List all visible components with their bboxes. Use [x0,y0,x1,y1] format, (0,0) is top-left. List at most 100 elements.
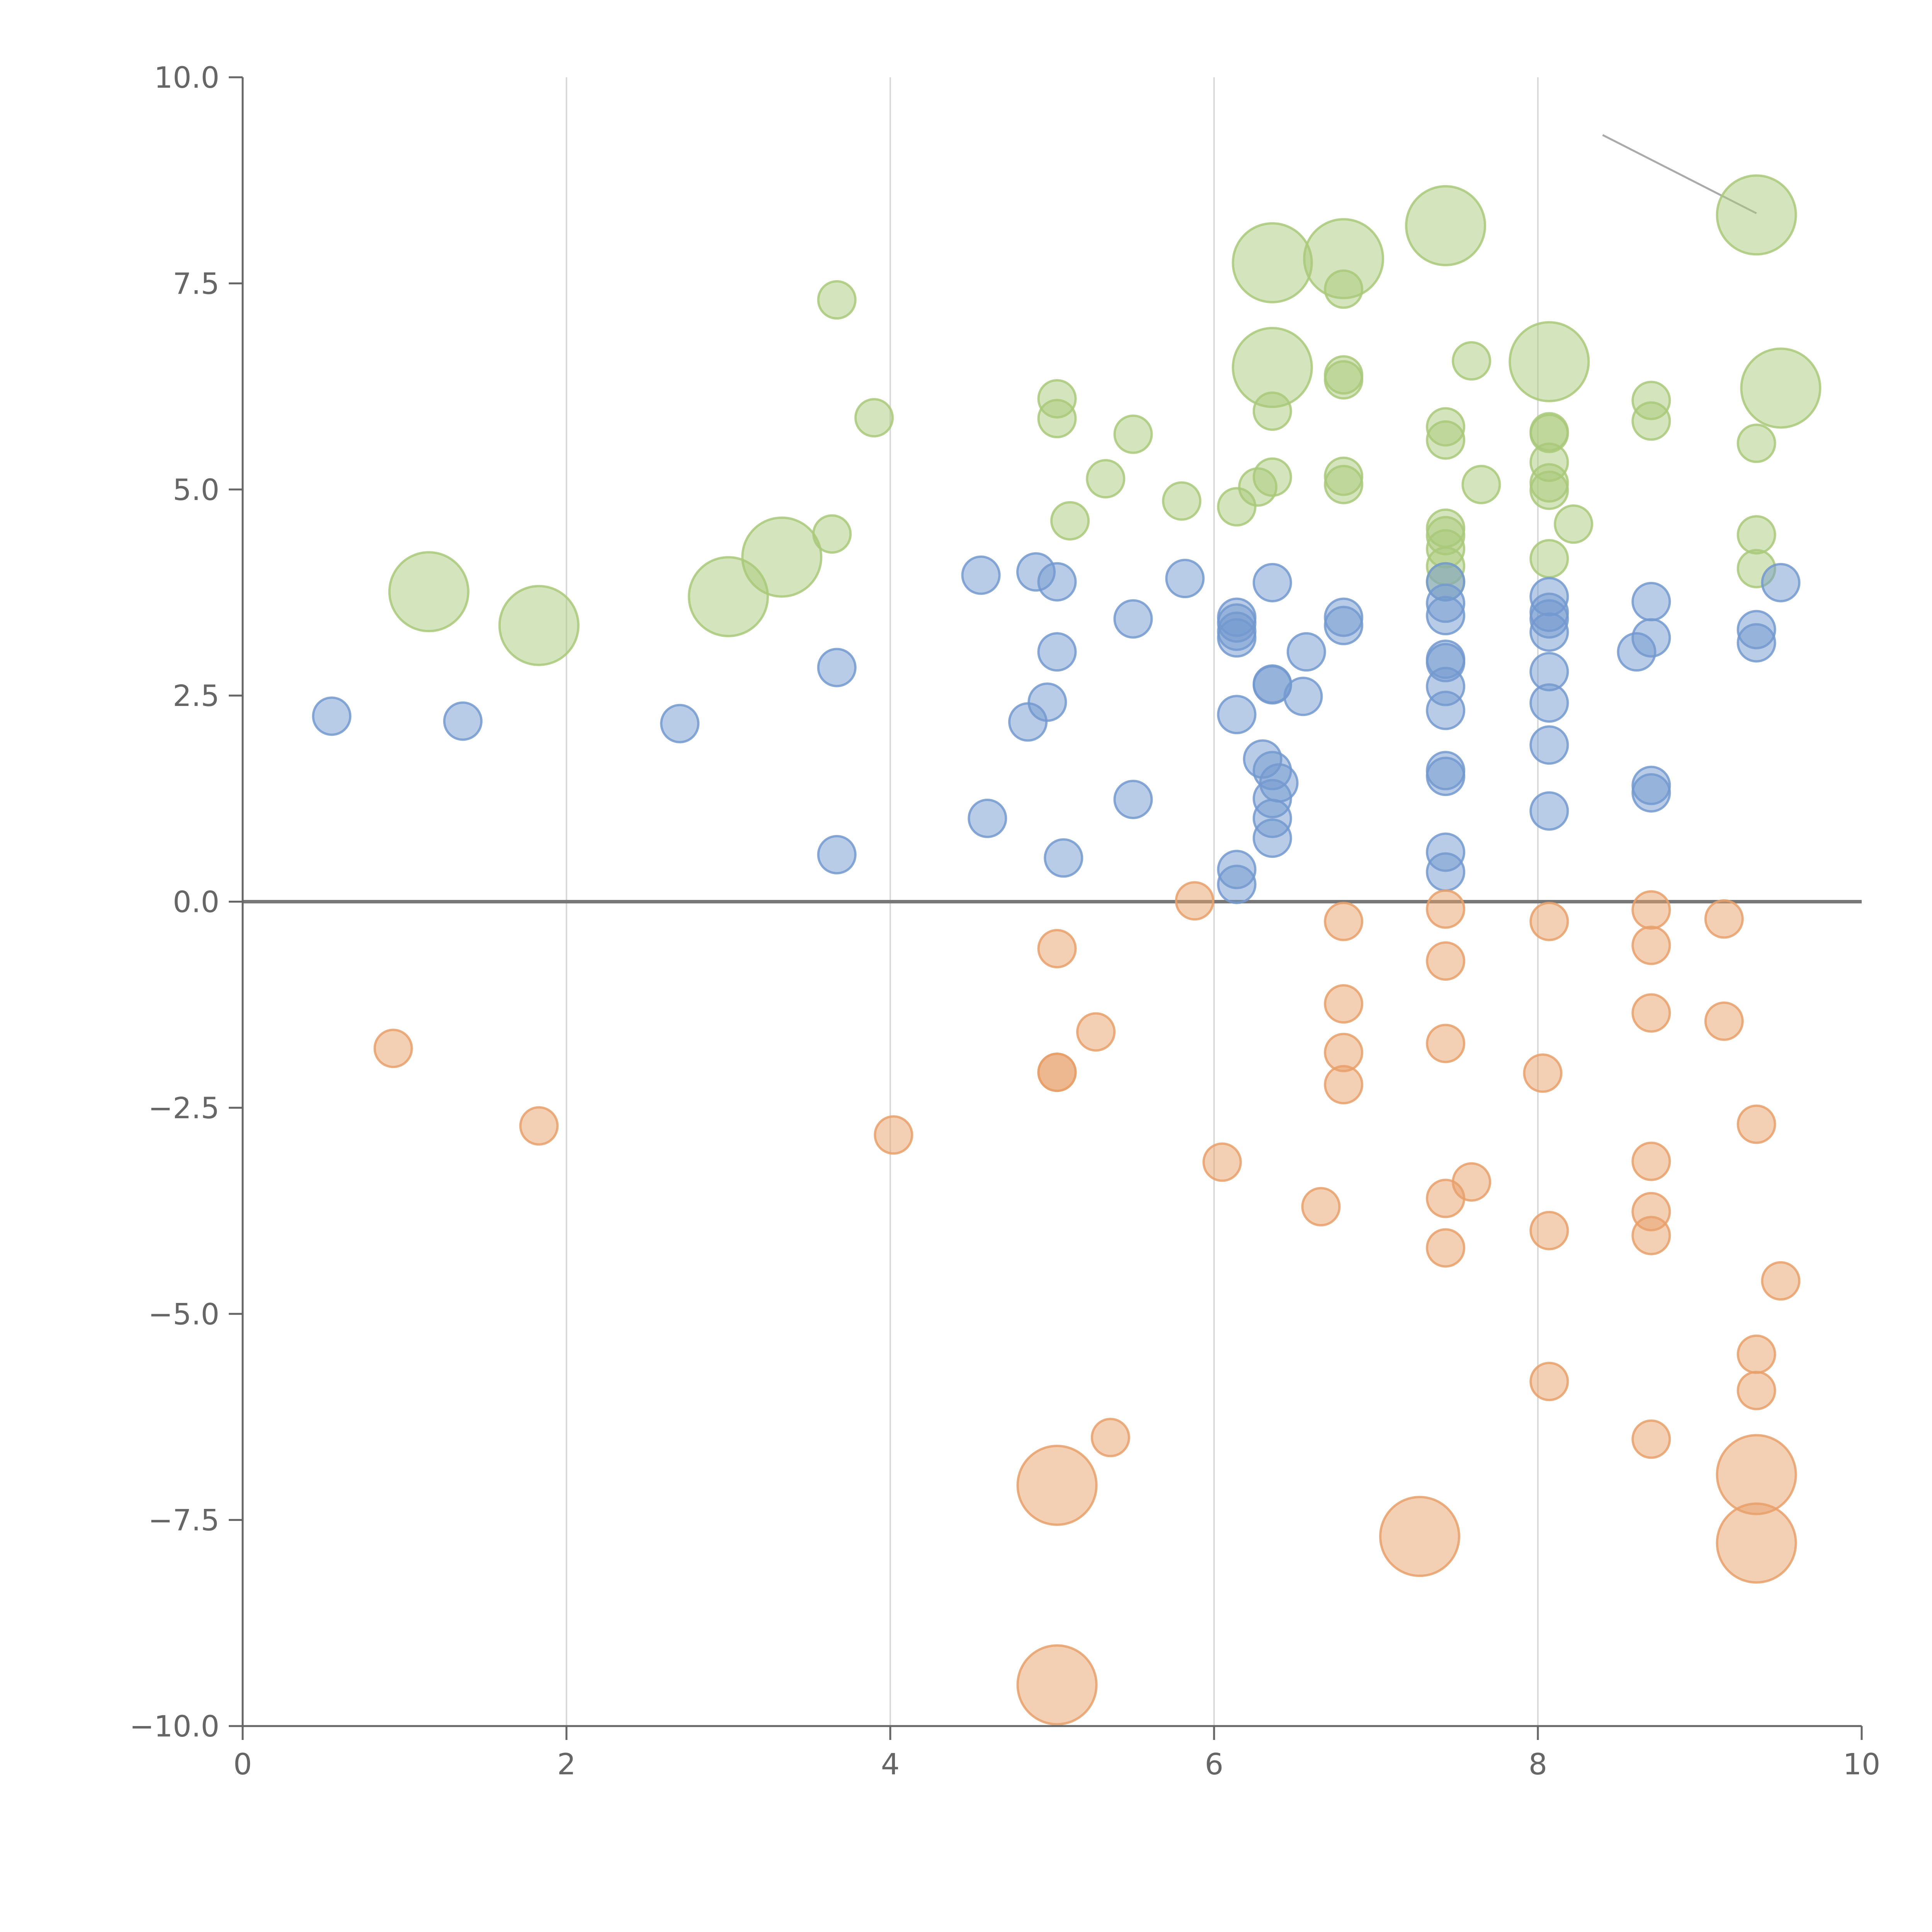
blue-bubble [443,701,483,741]
orange-bubble [1631,993,1671,1033]
orange-bubble [1736,1334,1776,1374]
blue-bubble [1761,563,1801,602]
blue-bubble [1426,690,1466,730]
y-tick-label: 5.0 [173,473,219,507]
green-bubble [1217,487,1257,527]
y-tick-label: −5.0 [148,1297,219,1331]
green-bubble [1426,420,1466,460]
y-tick-label: 10.0 [154,60,219,95]
blue-bubble [1217,695,1257,735]
green-bubble [1529,470,1569,510]
blue-bubble [1217,618,1257,658]
green-bubble [388,551,469,633]
blue-bubble [1283,677,1323,716]
green-bubble [1509,321,1590,403]
y-tick-label: −2.5 [148,1091,219,1125]
green-bubble [1037,399,1077,439]
orange-bubble [1631,890,1671,930]
blue-bubble [968,799,1007,838]
blue-bubble [1529,791,1569,831]
axes: −10.0 −7.5 −5.0 −2.5 0.0 2.5 5.0 7.5 10.0 0 2 4 6 8 10 [129,60,1880,1781]
blue-bubble [1286,632,1326,672]
blue-bubble [1426,852,1466,892]
y-tick-label: 7.5 [173,266,219,301]
orange-bubble [1175,881,1214,921]
x-tick-label: 10 [1843,1747,1881,1781]
green-bubble [1461,464,1501,504]
orange-bubble [1704,1001,1744,1041]
orange-bubble [1631,925,1671,965]
x-tick-label: 8 [1529,1747,1547,1781]
blue-bubble [1631,618,1671,658]
green-bubble [854,398,894,438]
orange-bubble [1202,1142,1242,1182]
orange-bubble [1529,901,1569,941]
x-tick-label: 4 [881,1747,900,1781]
green-bubble [1631,401,1671,441]
green-bubble [1231,222,1313,304]
blue-bubble [1426,596,1466,636]
green-bubble [1740,347,1821,429]
green-bubble [1405,185,1486,267]
green-bubble [817,280,857,320]
green-bubble [1324,360,1364,400]
orange-bubble [1716,1434,1797,1515]
orange-bubble [1324,901,1364,941]
blue-bubble [1529,612,1569,652]
orange-bubble [874,1115,913,1155]
blue-bubble [1165,559,1205,599]
green-bubble [1162,481,1202,521]
orange-bubble [1426,941,1466,981]
blue-bubble [1008,702,1048,742]
blue-bubble [1426,757,1466,796]
green-bubble [1303,218,1384,299]
blue-bubble [1252,563,1292,602]
orange-bubble [1631,1216,1671,1255]
orange-bubble [1529,1211,1569,1250]
blue-bubble [961,555,1001,595]
green-bubble [1529,539,1569,578]
x-tick-label: 2 [557,1747,576,1781]
orange-bubble [1301,1187,1341,1226]
orange-bubble [1016,1644,1098,1726]
blue-bubble [1324,605,1364,645]
orange-bubble [1324,1065,1364,1105]
blue-bubble [1037,562,1077,602]
x-tick-label: 6 [1205,1747,1223,1781]
green-bubble [1716,174,1797,256]
green-bubble [1113,414,1153,454]
blue-bubble [1113,779,1153,819]
blue-bubble [1631,582,1671,621]
blue-bubble [1044,838,1083,878]
blue-bubble [312,696,352,736]
orange-bubble [1324,984,1364,1024]
orange-bubble [1736,1371,1776,1410]
orange-bubble [519,1106,559,1146]
green-bubble [1554,504,1594,544]
orange-bubble [1761,1261,1801,1301]
green-bubble [1736,423,1776,463]
blue-bubble [1217,864,1257,904]
orange-bubble [1090,1418,1130,1458]
orange-bubble [1037,1053,1077,1092]
orange-bubble [1452,1162,1492,1202]
green-bubble [1086,459,1126,499]
series-blue [312,552,1801,904]
blue-bubble [1736,623,1776,663]
y-tick-label: 0.0 [173,885,219,919]
orange-bubble [1716,1502,1797,1584]
orange-bubble [1631,1419,1671,1459]
series-orange [373,881,1801,1726]
blue-bubble [1113,599,1153,639]
orange-bubble [1076,1012,1116,1052]
blue-bubble [817,835,857,874]
orange-bubble [1426,889,1466,929]
orange-bubble [1037,929,1077,969]
green-bubble [1231,327,1313,408]
green-bubble [1252,457,1292,497]
blue-bubble [1529,683,1569,723]
series-green [388,174,1821,666]
blue-bubble [817,648,857,687]
blue-bubble [1529,725,1569,765]
